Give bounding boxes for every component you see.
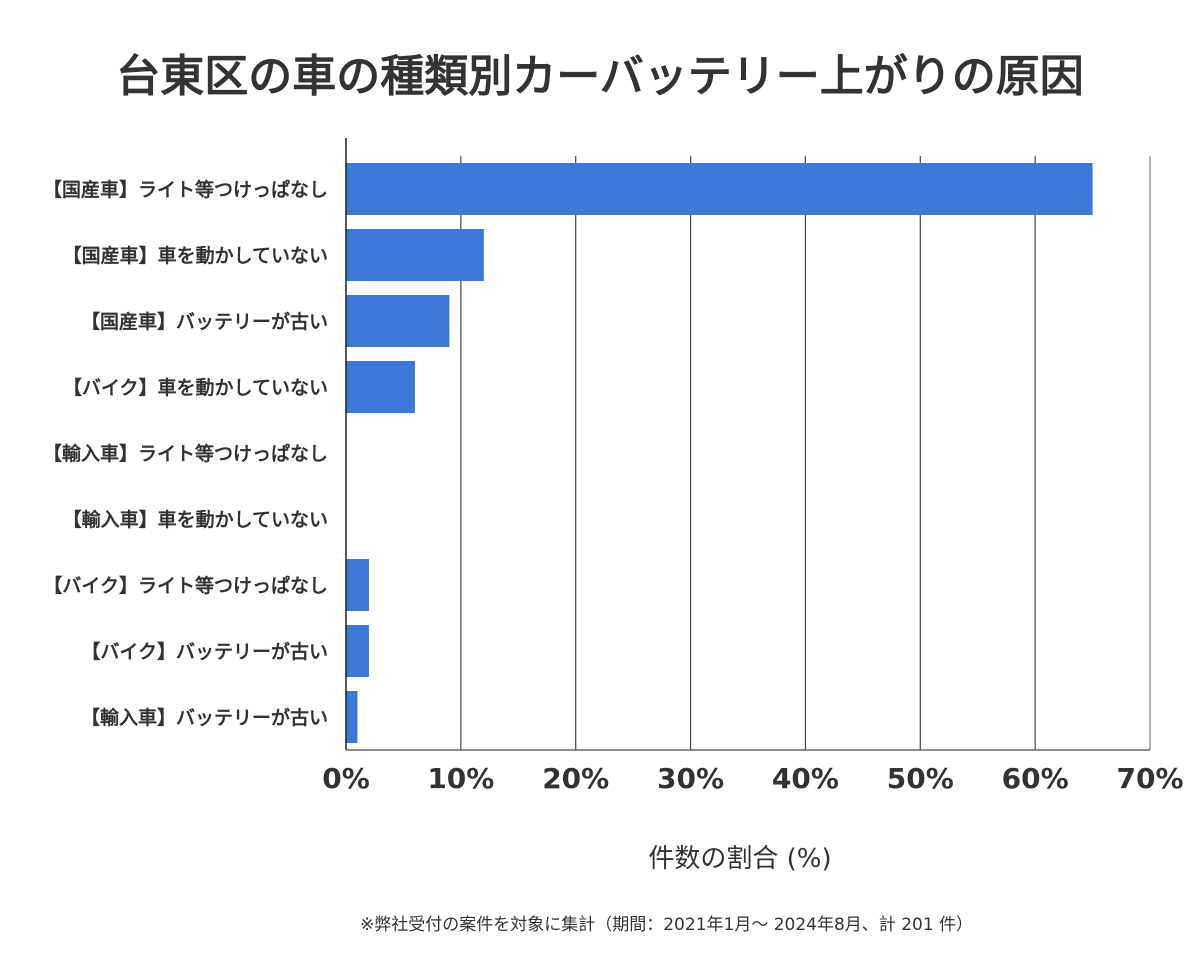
bar — [346, 361, 415, 413]
y-tick-label: 【国産車】バッテリーが古い — [81, 310, 328, 333]
y-tick-label: 【バイク】ライト等つけっぱなし — [43, 574, 328, 597]
chart-title: 台東区の車の種類別カーバッテリー上がりの原因 — [116, 51, 1084, 102]
y-tick-label: 【国産車】ライト等つけっぱなし — [43, 178, 328, 201]
bar — [346, 691, 358, 743]
x-tick-label: 70% — [1116, 762, 1183, 795]
y-tick-label: 【バイク】車を動かしていない — [63, 376, 328, 399]
x-tick-label: 30% — [657, 762, 724, 795]
x-tick-label: 20% — [542, 762, 609, 795]
x-tick-label: 40% — [772, 762, 839, 795]
y-tick-label: 【国産車】車を動かしていない — [63, 244, 328, 267]
bar — [346, 163, 1093, 215]
footnote: ※弊社受付の案件を対象に集計（期間：2021年1月～ 2024年8月、計 201… — [360, 915, 974, 935]
y-tick-label: 【輸入車】ライト等つけっぱなし — [43, 442, 328, 465]
bar — [346, 229, 484, 281]
x-axis-label: 件数の割合 (%) — [648, 844, 832, 874]
bar — [346, 559, 369, 611]
x-tick-label: 60% — [1002, 762, 1069, 795]
y-tick-label: 【輸入車】車を動かしていない — [63, 508, 328, 531]
bar — [346, 625, 369, 677]
bar — [346, 295, 450, 347]
y-tick-label: 【輸入車】バッテリーが古い — [81, 706, 328, 729]
x-tick-label: 0% — [322, 762, 370, 795]
y-tick-label: 【バイク】バッテリーが古い — [81, 640, 328, 663]
x-tick-label: 50% — [887, 762, 954, 795]
x-tick-label: 10% — [427, 762, 494, 795]
